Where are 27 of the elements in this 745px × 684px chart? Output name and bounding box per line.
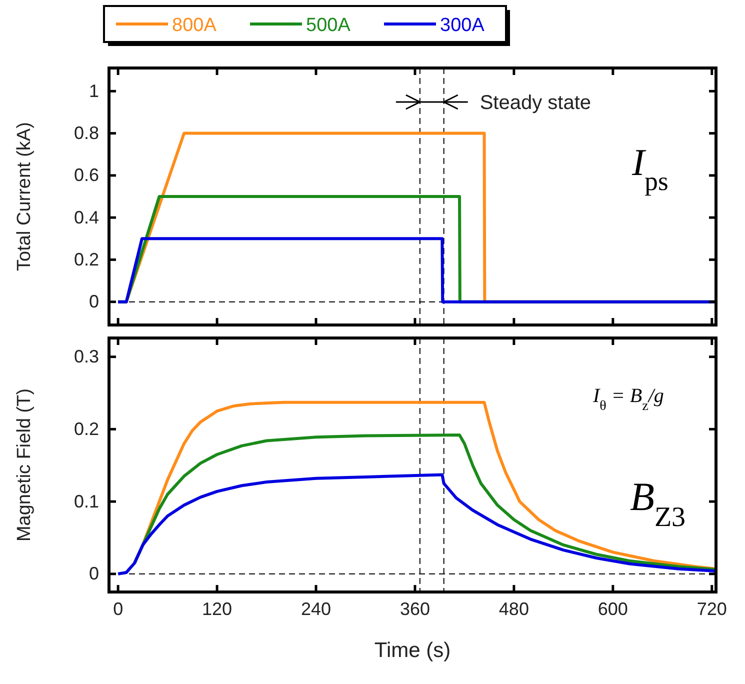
y-tick-label: 0.1	[74, 491, 99, 512]
legend-label: 500A	[306, 15, 351, 36]
x-tick-label: 480	[498, 598, 529, 619]
annotation: I$_{ps}$	[631, 142, 668, 196]
annotation: I$_{θ}$ = B$_{z}$/g	[592, 385, 664, 414]
y-tick-label: 0	[88, 564, 99, 584]
y-tick-label: 0.2	[74, 418, 99, 439]
x-tick-label: 720	[696, 598, 727, 619]
y-tick-label: 0.4	[74, 207, 99, 228]
x-axis-title: Time (s)	[374, 639, 451, 662]
x-tick-label: 600	[598, 598, 628, 619]
x-tick-label: 120	[202, 598, 232, 619]
y-tick-label: 0.3	[74, 346, 99, 367]
legend-label: 300A	[440, 15, 485, 36]
y-tick-label: 0	[88, 292, 99, 312]
y-tick-label: 0.6	[74, 165, 99, 186]
x-tick-label: 360	[400, 598, 430, 619]
annotation: B$_{Z3}$	[630, 474, 686, 532]
annotation: Steady state	[480, 92, 592, 114]
y-axis-title: Total Current (kA)	[14, 122, 35, 271]
y-tick-label: 0.8	[74, 123, 99, 144]
y-axis-title: Magnetic Field (T)	[14, 388, 35, 542]
x-tick-label: 240	[300, 598, 332, 619]
y-tick-label: 1	[88, 80, 99, 101]
y-tick-label: 0.2	[74, 249, 99, 270]
legend-label: 800A	[172, 15, 217, 36]
x-tick-label: 0	[113, 598, 124, 619]
